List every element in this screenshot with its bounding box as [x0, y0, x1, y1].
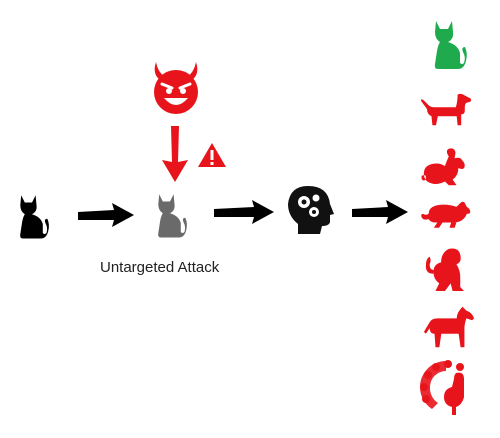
arrow-right-icon	[352, 200, 408, 224]
diagram-caption: Untargeted Attack	[100, 259, 220, 276]
arrow-down-icon	[162, 126, 188, 182]
devil-face-icon	[154, 62, 198, 114]
rat-icon	[421, 201, 471, 228]
dog-icon	[421, 93, 472, 126]
cat-icon	[20, 195, 49, 239]
monkey-icon	[425, 248, 465, 291]
arrow-right-icon	[214, 200, 274, 224]
warning-icon	[198, 143, 226, 167]
cat-icon	[158, 194, 187, 238]
peacock-icon	[419, 360, 466, 415]
horse-icon	[423, 306, 475, 348]
cat-icon	[434, 21, 467, 69]
rabbit-icon	[421, 148, 465, 186]
head-gears-icon	[288, 186, 334, 234]
arrow-right-icon	[78, 203, 134, 227]
